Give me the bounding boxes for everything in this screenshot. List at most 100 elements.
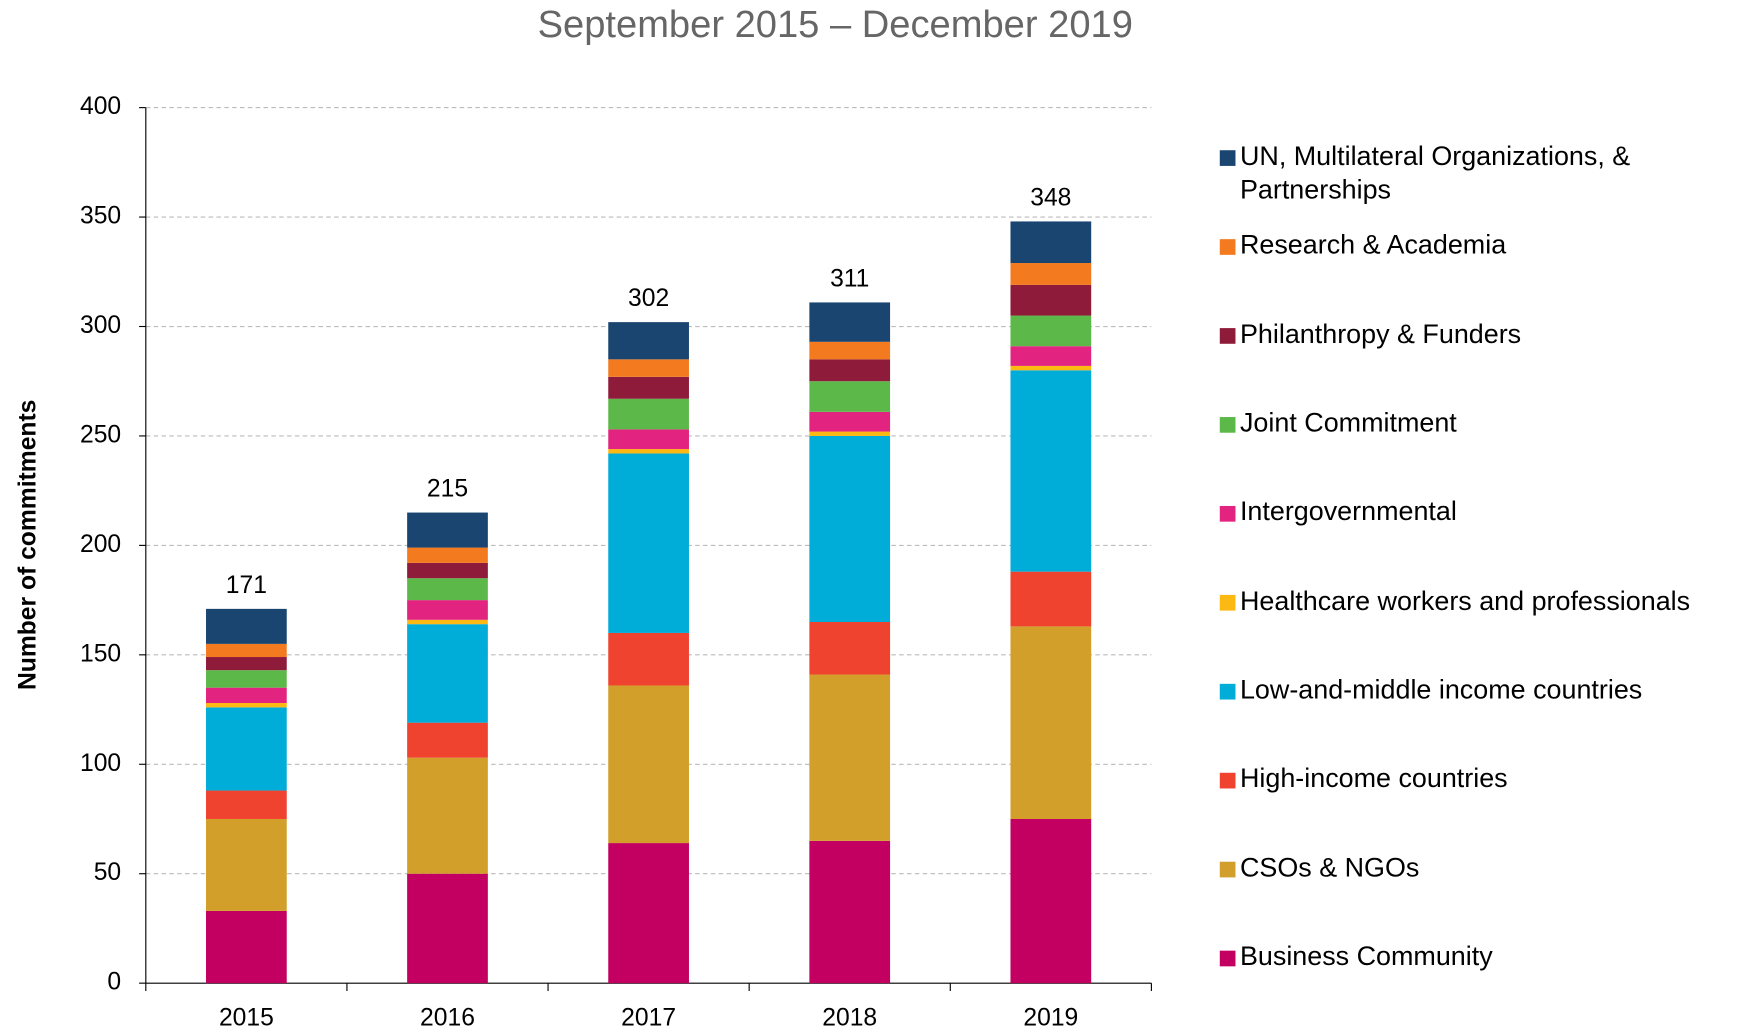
bar-segment: [206, 790, 287, 819]
bar-segment: [608, 685, 689, 844]
bar-segment: [608, 398, 689, 430]
bar-segment: [809, 381, 891, 412]
legend-label: CSOs & NGOs: [1239, 852, 1420, 883]
bar-segment: [1010, 346, 1092, 366]
legend-label: Low-and-middle income countries: [1239, 674, 1643, 706]
legend-swatch: [1219, 505, 1236, 522]
total-label: 348: [1030, 185, 1071, 212]
bar-segment: [1010, 263, 1092, 285]
bar-segment: [206, 670, 287, 688]
bar-segment: [206, 608, 287, 644]
y-axis-label: Number of commitments: [15, 400, 42, 690]
total-label: 311: [830, 266, 869, 293]
y-tick-label: 0: [107, 969, 121, 996]
bar-segment: [608, 376, 689, 399]
legend-item: Intergovernmental: [1239, 496, 1457, 528]
bar-segment: [206, 657, 287, 671]
bar-segment: [809, 431, 891, 436]
y-tick-label: 350: [80, 203, 121, 230]
bar-segment: [809, 302, 891, 342]
legend-item: Philanthropy & Funders: [1239, 319, 1522, 350]
legend-item: CSOs & NGOs: [1239, 852, 1420, 883]
bar-segment: [407, 757, 488, 874]
bar-segment: [809, 341, 891, 360]
legend-swatch: [1219, 417, 1236, 433]
bar-segment: [206, 818, 287, 911]
legend-swatch: [1219, 861, 1236, 878]
bar-segment: [407, 619, 488, 625]
legend-item: High-income countries: [1239, 763, 1508, 795]
legend-swatch: [1219, 239, 1236, 255]
bar-segment: [206, 707, 287, 791]
bar-segment: [407, 562, 488, 579]
bar-segment: [407, 873, 488, 984]
bar-segment: [608, 843, 689, 984]
legend-label: Business Community: [1239, 941, 1493, 972]
bar-segment: [608, 453, 689, 633]
legend-item: UN, Multilateral Organizations, & Partne…: [1239, 141, 1631, 206]
total-label: 215: [427, 476, 468, 503]
bar-segment: [407, 600, 488, 620]
bar-segment: [407, 547, 488, 563]
legend-label: Healthcare workers and professionals: [1239, 585, 1691, 617]
bar-segment: [407, 722, 488, 758]
bar-segment: [809, 411, 891, 432]
y-tick-label: 200: [80, 531, 121, 558]
legend-swatch: [1219, 772, 1236, 789]
x-tick-label: 2018: [822, 1005, 877, 1028]
bar-segment: [1010, 818, 1092, 984]
bar-segment: [407, 578, 488, 601]
bar-segment: [809, 435, 891, 622]
bar-segment: [407, 512, 488, 548]
total-label: 171: [226, 572, 267, 599]
legend-item: Joint Commitment: [1239, 408, 1457, 439]
bar-segment: [1010, 221, 1092, 264]
legend-item: Healthcare workers and professionals: [1239, 585, 1691, 617]
legend-item: Low-and-middle income countries: [1239, 674, 1643, 706]
bar-segment: [1010, 365, 1092, 371]
legend-label: Joint Commitment: [1239, 408, 1457, 439]
legend-item: Research & Academia: [1240, 230, 1506, 260]
bar-segment: [608, 449, 689, 454]
legend-swatch: [1219, 594, 1236, 611]
bar-segment: [206, 643, 287, 658]
bar-segment: [206, 702, 287, 708]
legend-label: High-income countries: [1239, 763, 1508, 795]
bar-segment: [407, 624, 488, 723]
legend-swatch: [1219, 950, 1236, 967]
bar-segment: [206, 910, 287, 984]
legend-label: Intergovernmental: [1239, 496, 1457, 528]
y-tick-label: 250: [80, 421, 121, 448]
x-tick-label: 2015: [219, 1005, 274, 1028]
legend-label: Philanthropy & Funders: [1239, 319, 1522, 350]
bar-segment: [608, 429, 689, 450]
x-tick-label: 2019: [1023, 1005, 1078, 1028]
x-tick-label: 2016: [420, 1005, 475, 1028]
x-tick-label: 2017: [621, 1005, 676, 1028]
bar-segment: [809, 359, 891, 382]
legend-label: UN, Multilateral Organizations, & Partne…: [1239, 141, 1631, 206]
bar-segment: [1010, 315, 1092, 347]
bar-segment: [206, 687, 287, 703]
bar-segment: [809, 840, 891, 984]
legend-swatch: [1219, 683, 1236, 700]
bar-segment: [809, 621, 891, 675]
y-tick-label: 400: [80, 93, 121, 120]
bar-segment: [1010, 370, 1092, 572]
bar-segment: [608, 632, 689, 686]
y-tick-label: 50: [94, 859, 121, 886]
total-label: 302: [628, 285, 669, 312]
bar-segment: [1010, 284, 1092, 316]
y-tick-label: 300: [80, 312, 121, 339]
bar-segment: [809, 674, 891, 841]
legend-swatch: [1219, 150, 1236, 166]
bar-segment: [608, 322, 689, 360]
y-tick-label: 100: [80, 750, 121, 777]
legend-item: Business Community: [1239, 941, 1493, 972]
bar-segment: [1010, 626, 1092, 819]
bar-segment: [608, 359, 689, 377]
bar-segment: [1010, 571, 1092, 627]
legend-swatch: [1219, 328, 1236, 344]
chart-title: September 2015 – December 2019: [538, 4, 1133, 46]
